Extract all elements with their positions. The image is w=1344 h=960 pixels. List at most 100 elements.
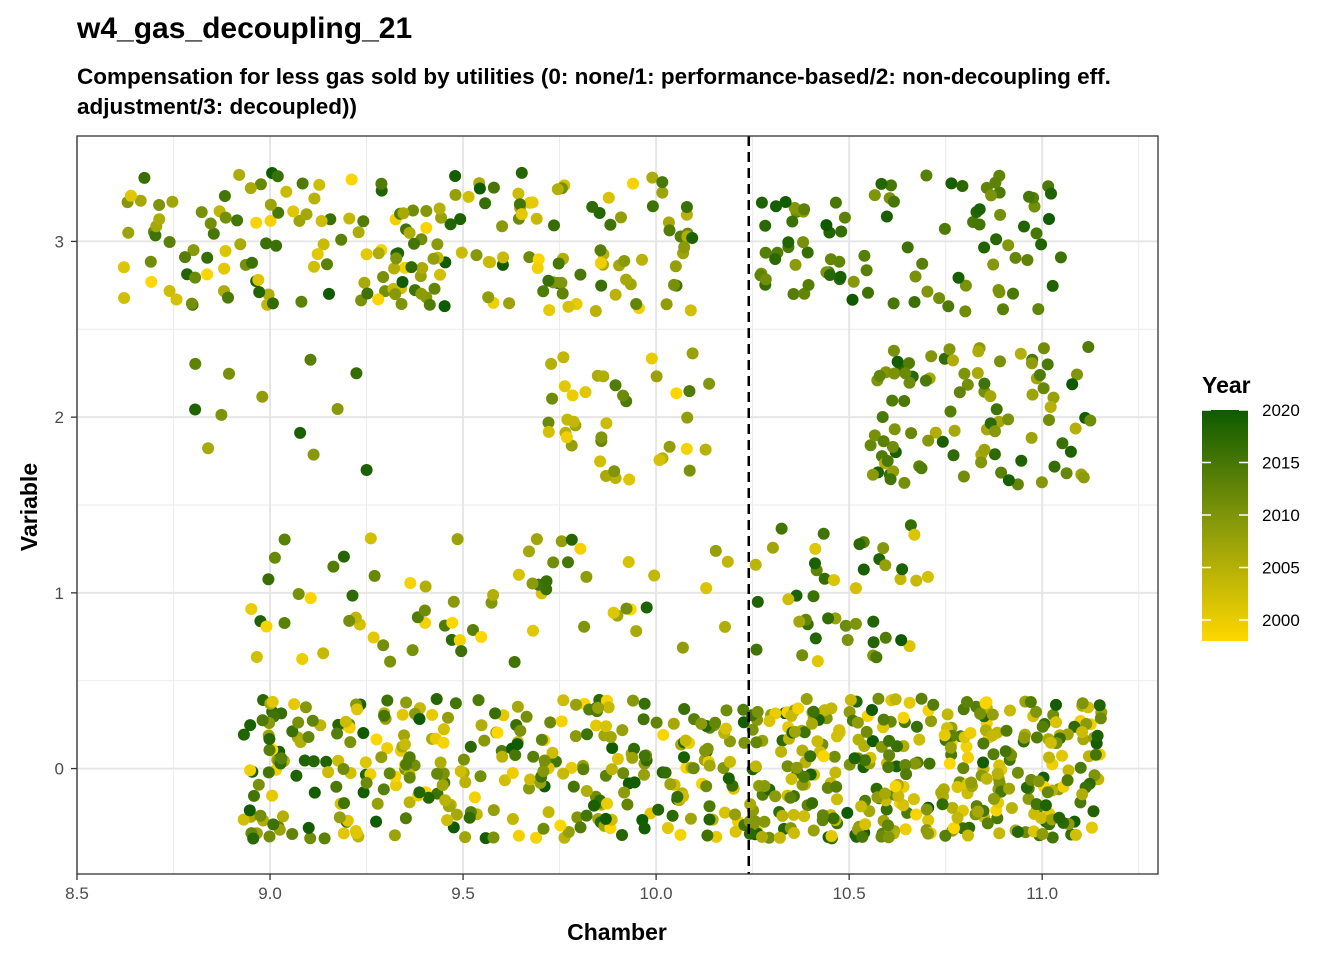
data-point [1048,460,1061,473]
data-point [901,241,914,254]
data-point [219,245,232,257]
data-point [747,818,760,831]
data-point [628,742,640,755]
data-point [776,809,789,822]
data-point [961,378,974,391]
data-point [256,714,269,727]
data-point [637,713,650,726]
data-point [985,189,998,202]
data-point [594,257,607,269]
data-point [523,251,536,264]
data-point [404,577,417,589]
data-point [566,389,579,402]
data-point [308,260,320,273]
data-point [207,227,220,240]
data-point [557,351,570,364]
data-point [308,786,321,799]
data-point [923,757,936,770]
data-point [449,170,462,182]
data-point [990,403,1003,416]
data-point [984,390,997,403]
data-point [859,818,872,831]
data-point [222,291,234,304]
data-point [888,423,901,436]
data-point [615,211,627,224]
data-point [1089,748,1102,761]
data-point [827,812,840,825]
data-point [1041,786,1054,799]
data-point [474,770,487,783]
data-point [847,275,860,288]
data-point [703,759,716,772]
data-point [219,211,232,224]
data-point [681,411,694,424]
data-point [381,694,394,707]
data-point [1050,716,1062,729]
data-point [802,279,815,291]
data-point [886,440,899,453]
data-point [368,569,381,582]
x-axis-title: Chamber [567,919,667,945]
data-point [395,298,408,310]
data-point [978,377,991,390]
data-point [601,797,613,810]
data-point [464,740,477,753]
data-point [989,425,1001,438]
data-point [789,258,802,271]
data-point [304,832,317,845]
x-tick-label: 11.0 [1026,884,1058,903]
data-point [898,476,911,489]
data-point [961,696,973,708]
data-point [364,532,377,545]
data-point [885,179,897,192]
data-point [524,773,537,786]
data-point [434,268,446,281]
data-point [962,751,974,764]
data-point [867,615,880,628]
data-point [403,751,416,764]
data-point [920,169,933,182]
data-point [545,357,558,370]
data-point [557,767,570,780]
data-point [390,252,403,265]
data-point [163,236,176,248]
data-point [990,233,1003,246]
data-point [986,708,999,721]
data-point [1087,805,1100,818]
data-point [866,735,879,748]
data-point [479,197,492,210]
data-point [554,819,567,832]
data-point [449,188,462,201]
data-point [555,715,568,728]
data-point [333,811,346,824]
data-point [611,753,624,765]
data-point [804,750,817,763]
data-point [880,210,893,223]
data-point [851,716,864,729]
data-point [195,206,208,219]
data-point [166,195,179,208]
data-point [144,255,157,268]
data-point [233,168,246,181]
data-point [377,271,390,283]
data-point [453,634,466,647]
legend: Year 2020 2015 2010 2005 2000 [1202,372,1300,641]
data-point [908,528,921,541]
data-point [543,304,556,317]
data-point [959,305,972,318]
data-point [952,271,965,284]
data-point [816,809,829,822]
data-point [339,715,352,728]
data-point [664,778,677,791]
data-point [944,741,957,754]
data-point [1031,731,1043,744]
data-point [457,753,470,766]
data-point [769,253,782,265]
data-point [577,763,590,776]
data-point [451,533,464,546]
data-point [1054,251,1067,264]
data-point [857,563,870,576]
data-point [263,830,276,843]
data-point [879,559,892,572]
data-point [679,734,692,747]
